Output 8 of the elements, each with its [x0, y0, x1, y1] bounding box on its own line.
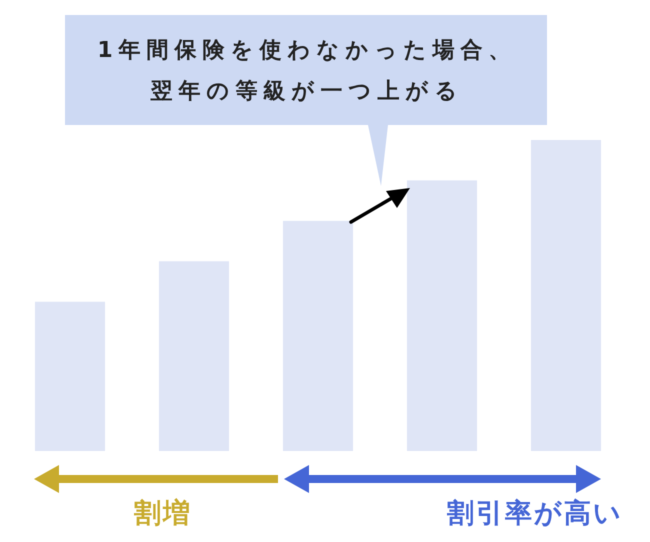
text: 1年間保険を使わなかった場合、翌年の等級が一つ上がる [96, 37, 518, 106]
bar [282, 220, 354, 451]
bar [158, 261, 230, 451]
bar [530, 140, 602, 451]
bar [34, 302, 106, 451]
text: 割引率が高い [446, 497, 624, 531]
text: 割増 [133, 497, 193, 531]
bar [406, 180, 478, 451]
